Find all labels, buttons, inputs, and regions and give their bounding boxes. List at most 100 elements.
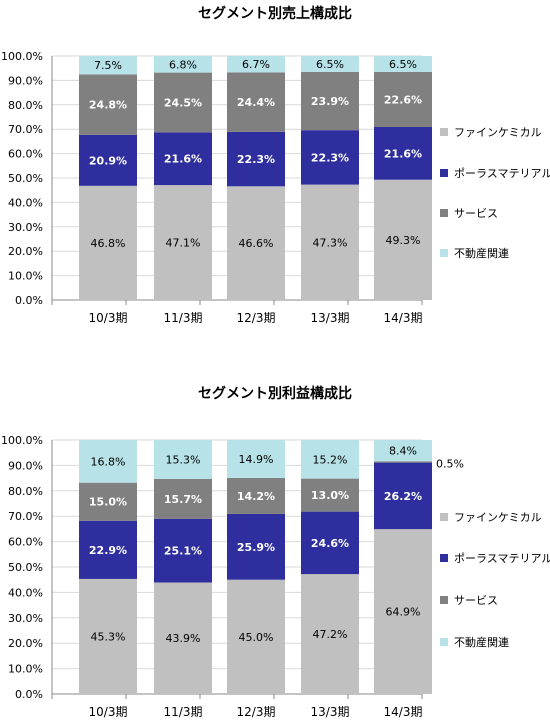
data-label: 22.3% [237, 153, 275, 166]
data-label: 13.0% [311, 489, 349, 502]
bar-segment [227, 579, 285, 694]
legend-label: ポーラスマテリアル [454, 552, 550, 565]
y-tick-label: 30.0% [8, 221, 43, 234]
y-tick-label: 20.0% [8, 637, 43, 650]
y-tick-label: 80.0% [8, 485, 43, 498]
bar-segment [374, 56, 432, 72]
legend-label: サービス [454, 594, 498, 607]
data-label: 47.1% [166, 237, 201, 250]
sales-composition-svg: セグメント別売上構成比 0.0% 10.0% 20.0% 30.0% 40.0% 50.0%… [1, 5, 550, 325]
data-label: 26.2% [384, 490, 422, 503]
legend-swatch [440, 638, 448, 646]
legend-swatch [440, 596, 448, 604]
data-label: 16.8% [91, 455, 126, 468]
data-label: 43.9% [166, 632, 201, 645]
bar-segment [79, 520, 137, 579]
bar-segment [79, 482, 137, 521]
profit-composition-chart: セグメント別利益構成比 0.0% 10.0% 20.0% 30.0% 40.0% 50.0%… [0, 380, 550, 722]
y-tick-label: 60.0% [8, 536, 43, 549]
bar-segment [374, 529, 432, 694]
y-tick-label: 50.0% [8, 172, 43, 185]
data-label: 15.0% [89, 496, 127, 509]
data-label: 49.3% [386, 234, 421, 247]
bar-segment [79, 134, 137, 186]
data-label: 24.4% [237, 96, 275, 109]
sales-composition-chart: セグメント別売上構成比 0.0% 10.0% 20.0% 30.0% 40.0% 50.0%… [0, 0, 550, 360]
bar-segment [301, 511, 359, 575]
bar-segment [374, 71, 432, 128]
y-tick-label: 60.0% [8, 148, 43, 161]
bar-segment [301, 184, 359, 300]
chart-title: セグメント別利益構成比 [198, 385, 352, 402]
data-label: 45.0% [239, 631, 274, 644]
legend-swatch [440, 554, 448, 562]
bar-segment [154, 518, 212, 583]
bar-segment [227, 186, 285, 300]
data-label: 21.6% [164, 153, 202, 166]
x-tick-label: 13/3期 [311, 705, 350, 719]
data-label: 47.3% [313, 236, 348, 249]
bar-segment [154, 185, 212, 300]
bar-segment [227, 440, 285, 478]
bar-segment [374, 461, 432, 463]
x-tick-label: 12/3期 [237, 705, 276, 719]
bar-segment [227, 72, 285, 132]
bar-segment [374, 462, 432, 530]
bar-segment [301, 130, 359, 185]
bar-segment [227, 56, 285, 73]
bar-segment [154, 478, 212, 519]
y-tick-label: 100.0% [1, 434, 43, 447]
y-tick-label: 70.0% [8, 510, 43, 523]
y-tick-label: 0.0% [15, 688, 43, 701]
data-label: 23.9% [311, 95, 349, 108]
data-label: 25.1% [164, 545, 202, 558]
bar-segment [374, 179, 432, 300]
bar-segment [301, 440, 359, 479]
data-label: 15.3% [166, 453, 201, 466]
bar-segment [154, 132, 212, 186]
y-tick-label: 20.0% [8, 245, 43, 258]
data-label: 24.8% [89, 99, 127, 112]
bar-segment [227, 477, 285, 514]
y-tick-label: 30.0% [8, 612, 43, 625]
data-label: 25.9% [237, 541, 275, 554]
legend-label: 不動産関連 [454, 635, 509, 649]
y-tick-label: 40.0% [8, 196, 43, 209]
x-tick-label: 13/3期 [311, 311, 350, 325]
data-label: 6.8% [169, 58, 197, 71]
x-tick-label: 14/3期 [384, 311, 423, 325]
bar-segment [154, 56, 212, 73]
bar-segment [79, 74, 137, 135]
data-label: 45.3% [91, 630, 126, 643]
bar-segment [79, 578, 137, 694]
data-label: 7.5% [94, 59, 122, 72]
data-label: 21.6% [384, 147, 422, 160]
bar-segment [79, 185, 137, 300]
data-label: 24.6% [311, 537, 349, 550]
data-label: 46.6% [239, 237, 274, 250]
data-label: 22.9% [89, 544, 127, 557]
legend-swatch [440, 209, 448, 217]
data-label: 6.5% [316, 58, 344, 71]
y-tick-label: 70.0% [8, 123, 43, 136]
data-label: 22.3% [311, 151, 349, 164]
y-tick-label: 10.0% [8, 270, 43, 283]
y-tick-label: 50.0% [8, 561, 43, 574]
data-label: 22.6% [384, 93, 422, 106]
legend-swatch [440, 128, 448, 136]
x-tick-label: 12/3期 [237, 311, 276, 325]
data-label: 64.9% [386, 606, 421, 619]
bar-segment [154, 582, 212, 694]
y-tick-label: 100.0% [1, 50, 43, 63]
bar-segment [374, 127, 432, 180]
x-tick-label: 10/3期 [89, 705, 128, 719]
profit-composition-svg: セグメント別利益構成比 0.0% 10.0% 20.0% 30.0% 40.0% 50.0%… [1, 385, 550, 719]
data-label: 6.5% [389, 58, 417, 71]
legend-swatch [440, 513, 448, 521]
legend-label: 不動産関連 [454, 246, 509, 260]
legend-swatch [440, 169, 448, 177]
bar-segment [154, 72, 212, 133]
legend-label: サービス [454, 207, 498, 220]
x-tick-label: 14/3期 [384, 705, 423, 719]
y-tick-label: 90.0% [8, 459, 43, 472]
